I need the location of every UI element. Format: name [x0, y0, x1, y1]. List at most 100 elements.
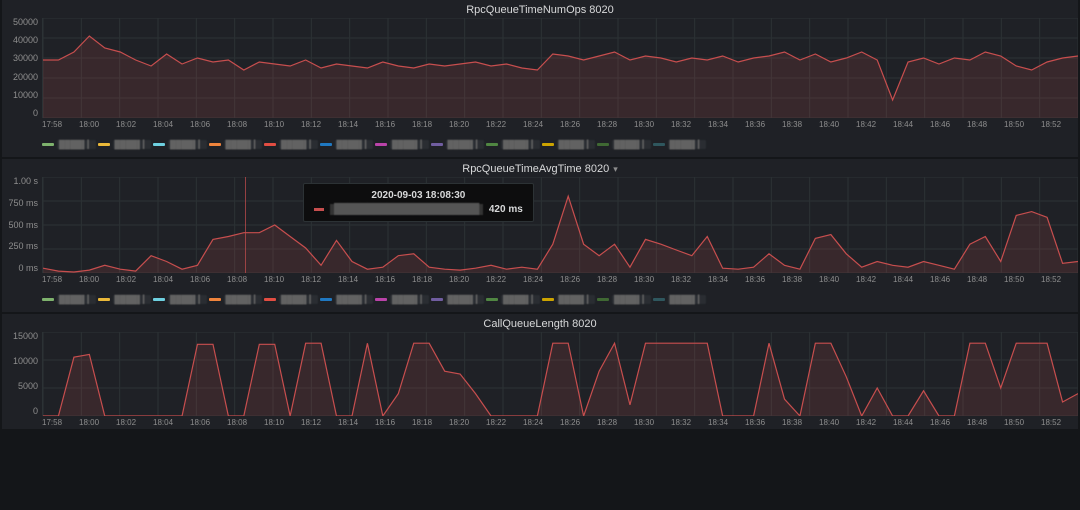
legend-item[interactable]: ████▌▎ — [264, 295, 318, 304]
legend: ████▌▎████▌▎████▌▎████▌▎████▌▎████▌▎████… — [42, 131, 1078, 157]
y-tick-label: 1.00 s — [2, 177, 38, 186]
y-tick-label: 750 ms — [2, 199, 38, 208]
y-tick-label: 250 ms — [2, 242, 38, 251]
legend-item[interactable]: ████▌▎ — [375, 295, 429, 304]
y-tick-label: 0 — [2, 109, 38, 118]
y-tick-label: 50000 — [2, 18, 38, 27]
legend-item[interactable]: ████▌▎ — [153, 140, 207, 149]
x-tick-label: 18:02 — [116, 120, 153, 129]
x-tick-label: 18:32 — [671, 418, 708, 427]
y-tick-label: 20000 — [2, 73, 38, 82]
legend-item[interactable]: ████▌▎ — [542, 140, 596, 149]
x-tick-label: 18:32 — [671, 275, 708, 284]
x-tick-label: 18:06 — [190, 418, 227, 427]
y-tick-label: 10000 — [2, 357, 38, 366]
legend-label: ████▌▎ — [335, 140, 374, 149]
x-tick-label: 18:26 — [560, 275, 597, 284]
legend-item[interactable]: ████▌▎ — [42, 140, 96, 149]
x-tick-label: 17:58 — [42, 275, 79, 284]
x-tick-label: 17:58 — [42, 120, 79, 129]
y-tick-label: 5000 — [2, 382, 38, 391]
x-tick-label: 18:34 — [708, 418, 745, 427]
x-tick-label: 18:02 — [116, 275, 153, 284]
legend-swatch — [597, 298, 609, 301]
legend: ████▌▎████▌▎████▌▎████▌▎████▌▎████▌▎████… — [42, 286, 1078, 312]
legend-item[interactable]: ████▌▎ — [209, 140, 263, 149]
legend-item[interactable]: ████▌▎ — [653, 140, 707, 149]
x-tick-label: 18:24 — [523, 120, 560, 129]
legend-item[interactable]: ████▌▎ — [209, 295, 263, 304]
legend-swatch — [264, 298, 276, 301]
legend-item[interactable]: ████▌▎ — [98, 295, 152, 304]
legend-item[interactable]: ████▌▎ — [653, 295, 707, 304]
panel-title[interactable]: CallQueueLength 8020 — [2, 314, 1078, 332]
x-tick-label: 18:48 — [967, 120, 1004, 129]
legend-item[interactable]: ████▌▎ — [597, 295, 651, 304]
legend-item[interactable]: ████▌▎ — [320, 140, 374, 149]
legend-label: ████▌▎ — [501, 295, 540, 304]
x-tick-label: 18:22 — [486, 418, 523, 427]
legend-item[interactable]: ████▌▎ — [486, 295, 540, 304]
x-tick-label: 18:36 — [745, 120, 782, 129]
x-tick-label: 18:38 — [782, 418, 819, 427]
legend-item[interactable]: ████▌▎ — [431, 295, 485, 304]
legend-label: ████▌▎ — [446, 295, 485, 304]
chart-panel: CallQueueLength 802015000100005000017:58… — [2, 314, 1078, 429]
x-tick-label: 18:16 — [375, 418, 412, 427]
panel-title[interactable]: RpcQueueTimeAvgTime 8020 ▾ — [2, 159, 1078, 177]
y-tick-label: 0 ms — [2, 264, 38, 273]
y-axis: 150001000050000 — [2, 332, 42, 416]
legend-item[interactable]: ████▌▎ — [597, 140, 651, 149]
legend-item[interactable]: ████▌▎ — [320, 295, 374, 304]
y-tick-label: 500 ms — [2, 221, 38, 230]
x-tick-label: 18:46 — [930, 418, 967, 427]
chart-area: 50000400003000020000100000 — [2, 18, 1078, 118]
x-tick-label: 18:52 — [1041, 275, 1078, 284]
legend-label: ████▌▎ — [57, 295, 96, 304]
x-tick-label: 18:20 — [449, 120, 486, 129]
legend-item[interactable]: ████▌▎ — [486, 140, 540, 149]
x-tick-label: 18:52 — [1041, 418, 1078, 427]
legend-item[interactable]: ████▌▎ — [153, 295, 207, 304]
y-tick-label: 0 — [2, 407, 38, 416]
x-tick-label: 18:44 — [893, 275, 930, 284]
legend-item[interactable]: ████▌▎ — [375, 140, 429, 149]
x-tick-label: 18:30 — [634, 275, 671, 284]
x-tick-label: 18:36 — [745, 275, 782, 284]
plot-area[interactable] — [42, 18, 1078, 118]
plot-area[interactable] — [42, 332, 1078, 416]
legend-swatch — [153, 143, 165, 146]
y-tick-label: 40000 — [2, 36, 38, 45]
x-tick-label: 18:08 — [227, 418, 264, 427]
legend-item[interactable]: ████▌▎ — [42, 295, 96, 304]
legend-label: ████▌▎ — [168, 140, 207, 149]
panel-title[interactable]: RpcQueueTimeNumOps 8020 — [2, 0, 1078, 18]
legend-item[interactable]: ████▌▎ — [98, 140, 152, 149]
x-tick-label: 18:40 — [819, 120, 856, 129]
x-tick-label: 18:44 — [893, 120, 930, 129]
legend-label: ████▌▎ — [168, 295, 207, 304]
x-tick-label: 18:28 — [597, 418, 634, 427]
legend-label: ████▌▎ — [668, 140, 707, 149]
x-tick-label: 18:42 — [856, 418, 893, 427]
legend-item[interactable]: ████▌▎ — [431, 140, 485, 149]
legend-label: ████▌▎ — [557, 295, 596, 304]
legend-label: ████▌▎ — [279, 295, 318, 304]
x-axis: 17:5818:0018:0218:0418:0618:0818:1018:12… — [42, 416, 1078, 429]
x-tick-label: 18:22 — [486, 275, 523, 284]
panel-title-text: RpcQueueTimeAvgTime 8020 — [462, 163, 609, 175]
legend-label: ████▌▎ — [113, 140, 152, 149]
x-tick-label: 18:02 — [116, 418, 153, 427]
x-tick-label: 18:04 — [153, 275, 190, 284]
plot-area[interactable]: 2020-09-03 18:08:30█████████████████████… — [42, 177, 1078, 273]
legend-label: ████▌▎ — [390, 295, 429, 304]
x-axis: 17:5818:0018:0218:0418:0618:0818:1018:12… — [42, 273, 1078, 286]
chevron-down-icon[interactable]: ▾ — [613, 164, 618, 175]
legend-item[interactable]: ████▌▎ — [542, 295, 596, 304]
legend-item[interactable]: ████▌▎ — [264, 140, 318, 149]
x-tick-label: 18:42 — [856, 120, 893, 129]
crosshair-line — [245, 177, 246, 273]
x-tick-label: 18:36 — [745, 418, 782, 427]
chart-area: 1.00 s 750 ms 500 ms 250 ms 0 ms 2020-09-03 1… — [2, 177, 1078, 273]
x-tick-label: 18:04 — [153, 418, 190, 427]
